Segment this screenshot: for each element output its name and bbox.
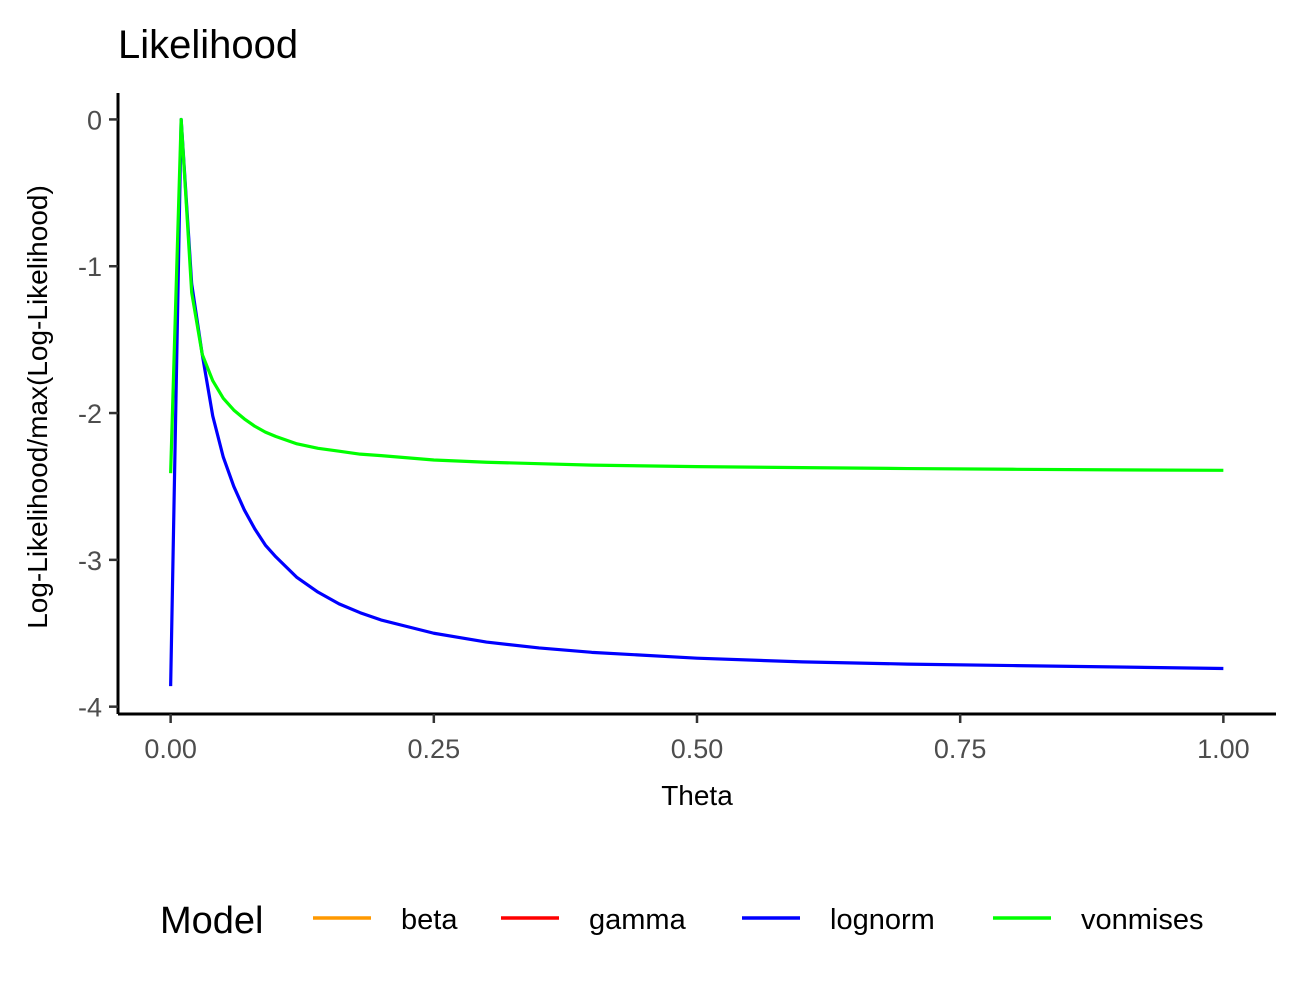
legend: Model beta gamma lognorm vonmises <box>160 900 1204 942</box>
legend-label-beta: beta <box>401 904 458 936</box>
plot-area <box>169 117 1224 687</box>
x-tick-label: 0.75 <box>934 734 987 764</box>
chart-title: Likelihood <box>118 23 298 67</box>
legend-label-lognorm: lognorm <box>830 904 935 936</box>
series-line-vonmises <box>169 117 1224 474</box>
x-axis-title: Theta <box>661 780 733 811</box>
y-tick-label: -1 <box>78 252 102 282</box>
series-line-lognorm <box>169 117 1224 687</box>
x-axis-ticks: 0.00 0.25 0.50 0.75 1.00 <box>144 714 1250 764</box>
legend-title: Model <box>160 900 264 942</box>
legend-label-vonmises: vonmises <box>1081 904 1204 936</box>
x-tick-label: 1.00 <box>1197 734 1250 764</box>
y-tick-label: 0 <box>87 105 102 135</box>
x-tick-label: 0.50 <box>671 734 724 764</box>
y-tick-label: -2 <box>78 399 102 429</box>
y-tick-label: -3 <box>78 546 102 576</box>
legend-label-gamma: gamma <box>589 904 687 936</box>
y-axis-title: Log-Likelihood/max(Log-Likelihood) <box>22 185 53 629</box>
x-tick-label: 0.00 <box>144 734 197 764</box>
x-tick-label: 0.25 <box>408 734 461 764</box>
y-axis-ticks: 0 -1 -2 -3 -4 <box>78 105 118 723</box>
y-tick-label: -4 <box>78 693 102 723</box>
